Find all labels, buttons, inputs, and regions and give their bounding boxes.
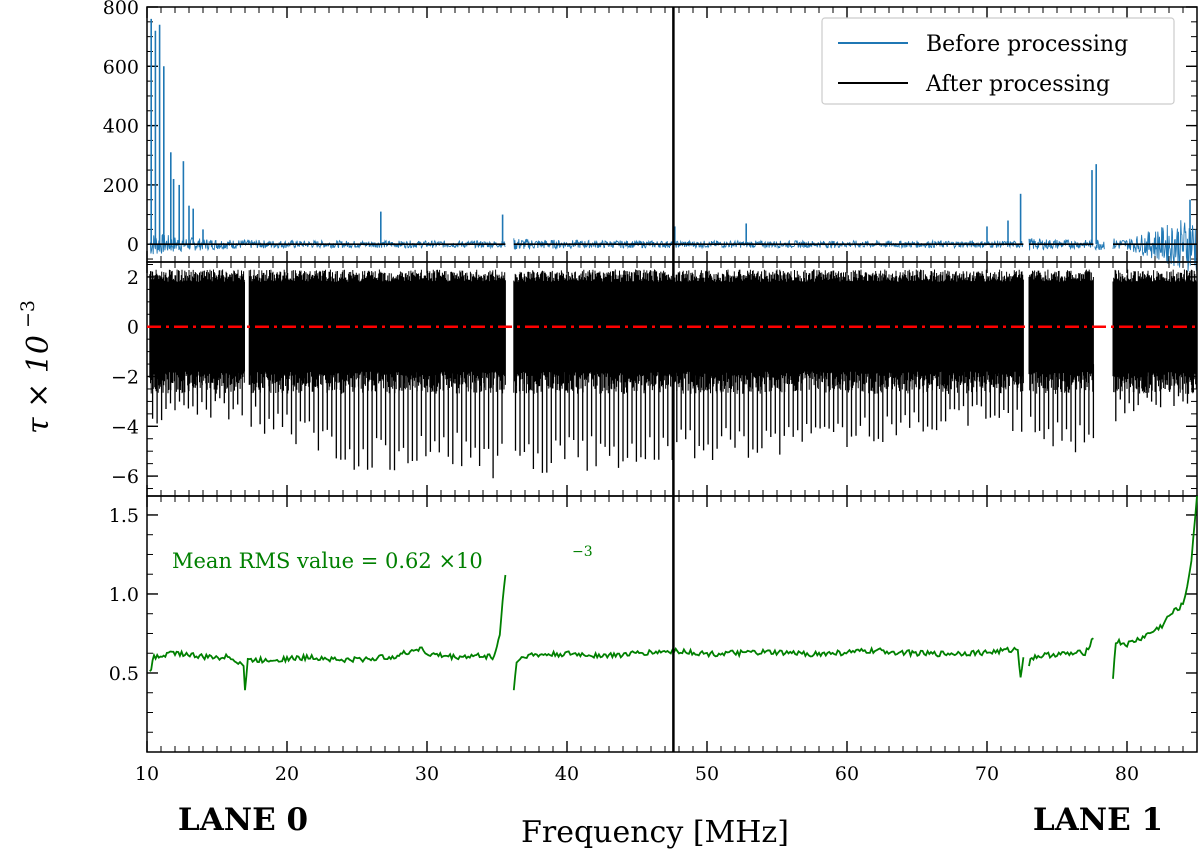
y-tick-label: −4 [111,416,139,438]
y-tick-label: −2 [111,367,139,389]
tau-noise-edge [1028,269,1094,394]
legend: Before processing After processing [821,17,1175,105]
y-tick-label: 0 [127,317,139,339]
y-axis-label: τ × 10 −3 [17,300,56,434]
rms-line [1028,637,1094,667]
before-processing-line [513,238,1024,251]
x-tick-label: 40 [555,763,579,785]
lane-label-left: LANE 0 [178,802,308,838]
x-tick-label: 70 [975,763,999,785]
y-tick-label: −6 [111,466,139,488]
y-tick-label: 0.5 [109,663,139,685]
rms-annotation: Mean RMS value = 0.62 ×10 −3 [172,544,593,573]
x-tick-label: 30 [415,763,439,785]
panel-frame [146,495,1198,753]
y-tick-label: 600 [103,56,139,78]
rms-line [149,574,507,691]
x-axis-ticks: 10 20 30 40 50 60 70 80 [135,763,1139,785]
tau-dips [151,364,1193,479]
lane-label-right: LANE 1 [1033,802,1163,838]
before-processing-line [1094,239,1105,251]
tau-noise-edge [513,269,1024,394]
panel-bottom: 0.5 1.0 1.5 [109,495,1198,753]
panel-top: 0 200 400 600 800 [103,0,1198,272]
x-tick-label: 20 [275,763,299,785]
y-tick-label: 0 [127,234,139,256]
rms-line [1112,495,1198,679]
legend-box [821,17,1175,105]
y-tick-label: 2 [127,267,139,289]
before-processing-line [1112,220,1197,272]
y-tick-label: 800 [103,0,139,19]
y-tick-label: 200 [103,175,139,197]
legend-label-after: After processing [925,72,1110,97]
y-axis-label-text: τ × 10 [21,335,56,434]
rms-annotation-exponent: −3 [572,544,593,560]
legend-label-before: Before processing [926,32,1128,57]
y-tick-label: 1.0 [109,584,139,606]
y-tick-label: 1.5 [109,505,139,527]
tau-noise-edge [1112,269,1198,394]
y-axis-label-exponent: −3 [17,300,39,328]
x-tick-label: 80 [1115,763,1139,785]
y-tick-label: 400 [103,116,139,138]
x-tick-label: 10 [135,763,159,785]
x-tick-label: 50 [695,763,719,785]
x-tick-label: 60 [835,763,859,785]
before-processing-line [1028,238,1094,251]
rms-line [512,646,1025,691]
rms-annotation-text: Mean RMS value = 0.62 ×10 [172,549,483,573]
panel-middle: −6 −4 −2 0 2 [111,261,1198,497]
x-axis-label: Frequency [MHz] [521,815,789,850]
